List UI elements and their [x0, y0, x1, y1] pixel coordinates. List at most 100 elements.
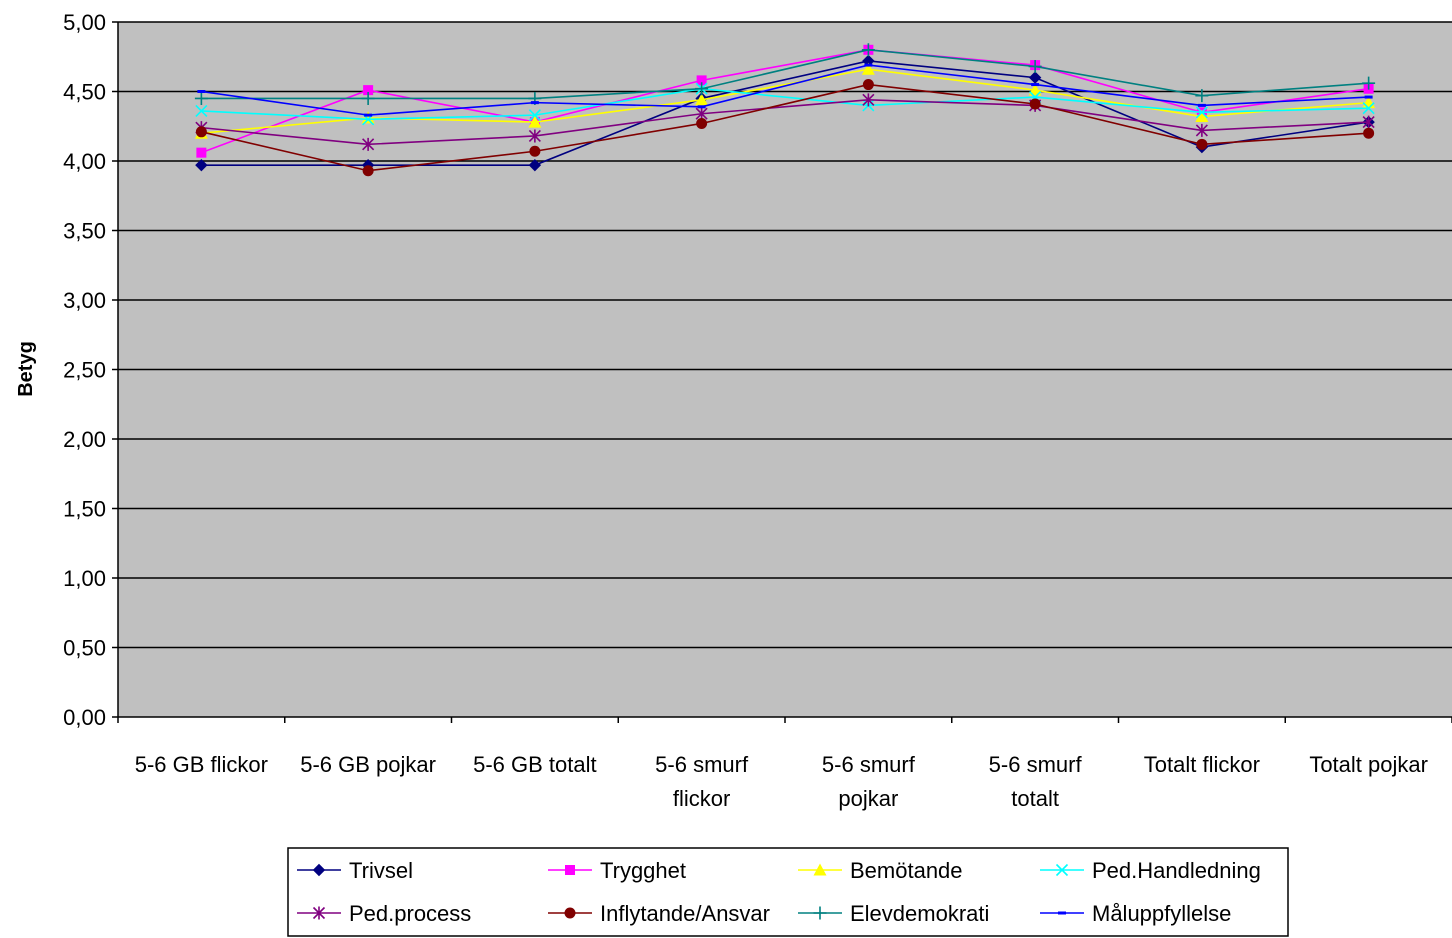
x-tick-label: 5-6 GB flickor	[135, 752, 268, 777]
legend-label: Elevdemokrati	[850, 901, 989, 926]
series-line	[201, 48, 1369, 154]
data-point	[363, 85, 374, 96]
data-point	[528, 129, 541, 143]
legend-item: Elevdemokrati	[798, 901, 989, 926]
data-point	[1195, 123, 1208, 137]
legend-marker	[1055, 863, 1069, 877]
data-point	[195, 158, 208, 172]
series-line	[201, 48, 1369, 100]
y-tick-label: 2,00	[63, 427, 106, 452]
x-tick-labels: 5-6 GB flickor 5-6 GB pojkar 5-6 GB totalt…	[135, 752, 1428, 811]
data-point	[1362, 102, 1375, 115]
data-point	[195, 104, 208, 118]
y-tick-labels: 0,00 0,50 1,00 1,50 2,00 2,50 3,00 3,50 4,00 4,50…	[63, 10, 106, 730]
legend-label: Ped.process	[349, 901, 471, 926]
data-point	[362, 137, 375, 151]
legend-marker	[312, 863, 326, 877]
gridlines	[118, 21, 1452, 649]
series-inflytande-ansvar	[195, 79, 1375, 177]
data-point	[361, 91, 375, 105]
data-point	[1195, 89, 1209, 103]
series-line	[201, 64, 1369, 116]
legend-item: Ped.Handledning	[1040, 858, 1261, 883]
data-point	[864, 63, 873, 67]
axes	[112, 21, 1452, 723]
legend-marker	[813, 863, 827, 876]
data-point	[862, 93, 875, 107]
y-axis-label: Betyg	[15, 341, 37, 397]
data-point	[696, 117, 708, 129]
data-point	[1028, 83, 1042, 96]
data-point	[361, 111, 375, 124]
data-point	[196, 147, 207, 158]
y-tick-label: 4,00	[63, 149, 106, 174]
y-tick-label: 1,50	[63, 497, 106, 522]
data-point	[194, 91, 208, 105]
data-point	[1195, 106, 1208, 119]
legend-marker	[565, 865, 575, 875]
x-tick-label: 5-6 smurf totalt	[989, 752, 1083, 811]
data-point	[528, 115, 542, 128]
legend-item: Trygghet	[548, 858, 686, 883]
data-point	[696, 75, 707, 86]
legend-marker	[564, 907, 576, 919]
y-tick-label: 0,50	[63, 636, 106, 661]
legend-label: Trivsel	[349, 858, 413, 883]
data-point	[1362, 76, 1376, 90]
data-point	[861, 43, 875, 57]
data-point	[364, 113, 373, 117]
series-ped-handledning	[195, 82, 1375, 126]
data-point	[861, 62, 875, 75]
data-point	[529, 145, 541, 157]
x-tick-label: 5-6 GB pojkar	[300, 752, 436, 777]
x-tick-label: 5-6 smurf pojkar	[822, 752, 916, 811]
data-point	[528, 158, 542, 172]
legend-label: Ped.Handledning	[1092, 858, 1261, 883]
data-point	[697, 105, 706, 109]
data-point	[862, 79, 874, 91]
y-tick-label: 1,00	[63, 566, 106, 591]
legend-label: Trygghet	[600, 858, 686, 883]
x-tick-label: Totalt pojkar	[1309, 752, 1428, 777]
data-point	[1028, 59, 1042, 73]
legend-marker	[312, 906, 326, 920]
legend-item: Måluppfyllelse	[1040, 901, 1231, 926]
x-tick-label: Totalt flickor	[1144, 752, 1260, 777]
legend-item: Ped.process	[297, 901, 471, 926]
x-tick-label: 5-6 GB totalt	[473, 752, 597, 777]
y-tick-label: 3,00	[63, 288, 106, 313]
legend-box	[287, 847, 1289, 937]
legend-label: Bemötande	[850, 858, 963, 883]
data-point	[1195, 110, 1209, 123]
data-point	[195, 126, 207, 138]
data-point	[197, 90, 206, 93]
data-point	[695, 82, 709, 96]
data-point	[1364, 95, 1373, 99]
series-line	[201, 60, 1369, 166]
y-tick-label: 4,50	[63, 80, 106, 105]
series-line	[201, 87, 1369, 121]
legend-item: Trivsel	[297, 858, 413, 883]
data-point	[1362, 115, 1375, 129]
data-point	[695, 93, 709, 106]
data-point	[530, 101, 539, 105]
x-tick-label: 5-6 smurf flickor	[655, 752, 749, 811]
y-tick-label: 2,50	[63, 358, 106, 383]
legend-marker	[813, 906, 827, 920]
series-m-luppfyllelse	[197, 63, 1373, 117]
y-tick-label: 3,50	[63, 219, 106, 244]
y-tick-label: 0,00	[63, 705, 106, 730]
data-point	[528, 109, 541, 122]
series-elevdemokrati	[194, 43, 1376, 105]
legend: Trivsel Trygghet Bemötande Ped.Handledning P…	[287, 847, 1289, 937]
data-point	[362, 165, 374, 177]
y-tick-label: 5,00	[63, 10, 106, 35]
data-point	[1031, 83, 1040, 87]
legend-label: Inflytande/Ansvar	[600, 901, 770, 926]
legend-item: Bemötande	[798, 858, 963, 883]
series-line	[201, 99, 1369, 146]
data-point	[1363, 127, 1375, 139]
legend-label: Måluppfyllelse	[1092, 901, 1231, 926]
legend-marker	[1058, 911, 1066, 915]
data-point	[1197, 103, 1206, 107]
